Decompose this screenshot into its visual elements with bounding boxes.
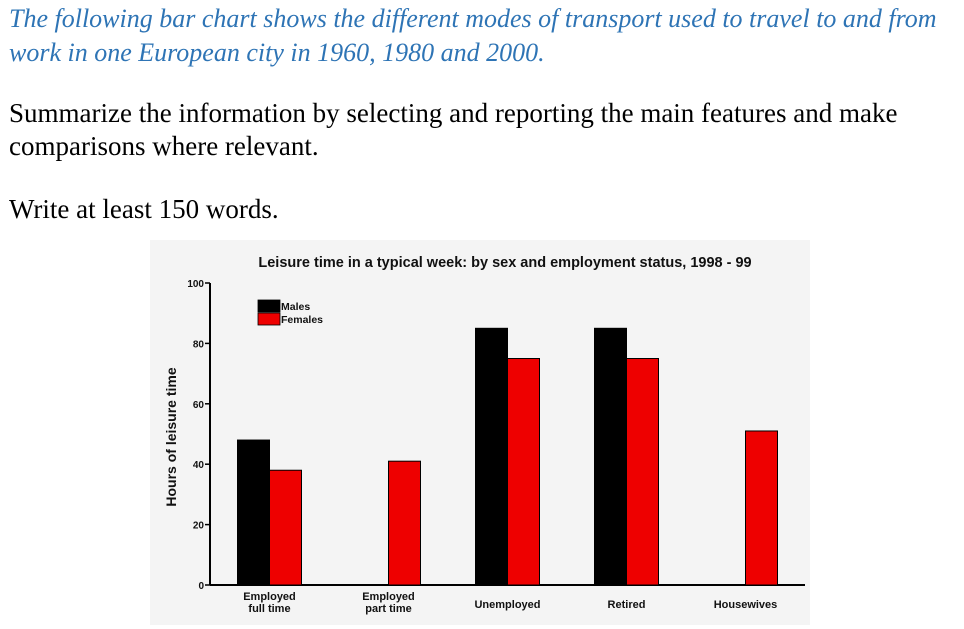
task-title: The following bar chart shows the differ… xyxy=(9,4,937,67)
legend-swatch-males xyxy=(257,299,281,313)
y-axis-label: Hours of leisure time xyxy=(163,367,179,506)
legend-label-females: Females xyxy=(281,314,323,326)
legend-swatch-females xyxy=(257,312,281,326)
bar-males-2 xyxy=(475,327,508,586)
chart-title: Leisure time in a typical week: by sex a… xyxy=(258,255,751,271)
y-tick-label: 60 xyxy=(193,400,205,411)
y-tick-label: 100 xyxy=(187,279,204,290)
bar-females-2 xyxy=(507,358,540,586)
bar-females-1 xyxy=(388,460,421,586)
leisure-bar-chart: Leisure time in a typical week: by sex a… xyxy=(163,255,805,615)
y-tick-label: 80 xyxy=(193,339,205,350)
bar-males-0 xyxy=(237,439,270,586)
x-tick-label: Employed xyxy=(362,591,415,603)
bar-females-0 xyxy=(269,469,302,586)
task-instruction: Summarize the information by selecting a… xyxy=(9,98,898,161)
bar-females-4 xyxy=(745,430,778,586)
x-tick-label: Employed xyxy=(243,591,296,603)
x-tick-label: part time xyxy=(365,603,411,615)
bars xyxy=(237,327,778,586)
x-tick-label: Retired xyxy=(608,599,646,611)
bar-males-3 xyxy=(594,327,627,586)
x-tick-label: full time xyxy=(248,603,290,615)
axes: 0 20 40 60 80 100 xyxy=(187,279,805,592)
legend-label-males: Males xyxy=(281,301,310,313)
bar-females-3 xyxy=(626,358,659,586)
chart-panel: Leisure time in a typical week: by sex a… xyxy=(150,240,810,625)
y-tick-label: 40 xyxy=(193,460,205,471)
y-tick-label: 0 xyxy=(198,581,204,592)
y-tick-label: 20 xyxy=(193,521,205,532)
x-tick-label: Housewives xyxy=(714,599,778,611)
x-tick-label: Unemployed xyxy=(474,599,540,611)
word-count-instruction: Write at least 150 words. xyxy=(9,194,279,224)
